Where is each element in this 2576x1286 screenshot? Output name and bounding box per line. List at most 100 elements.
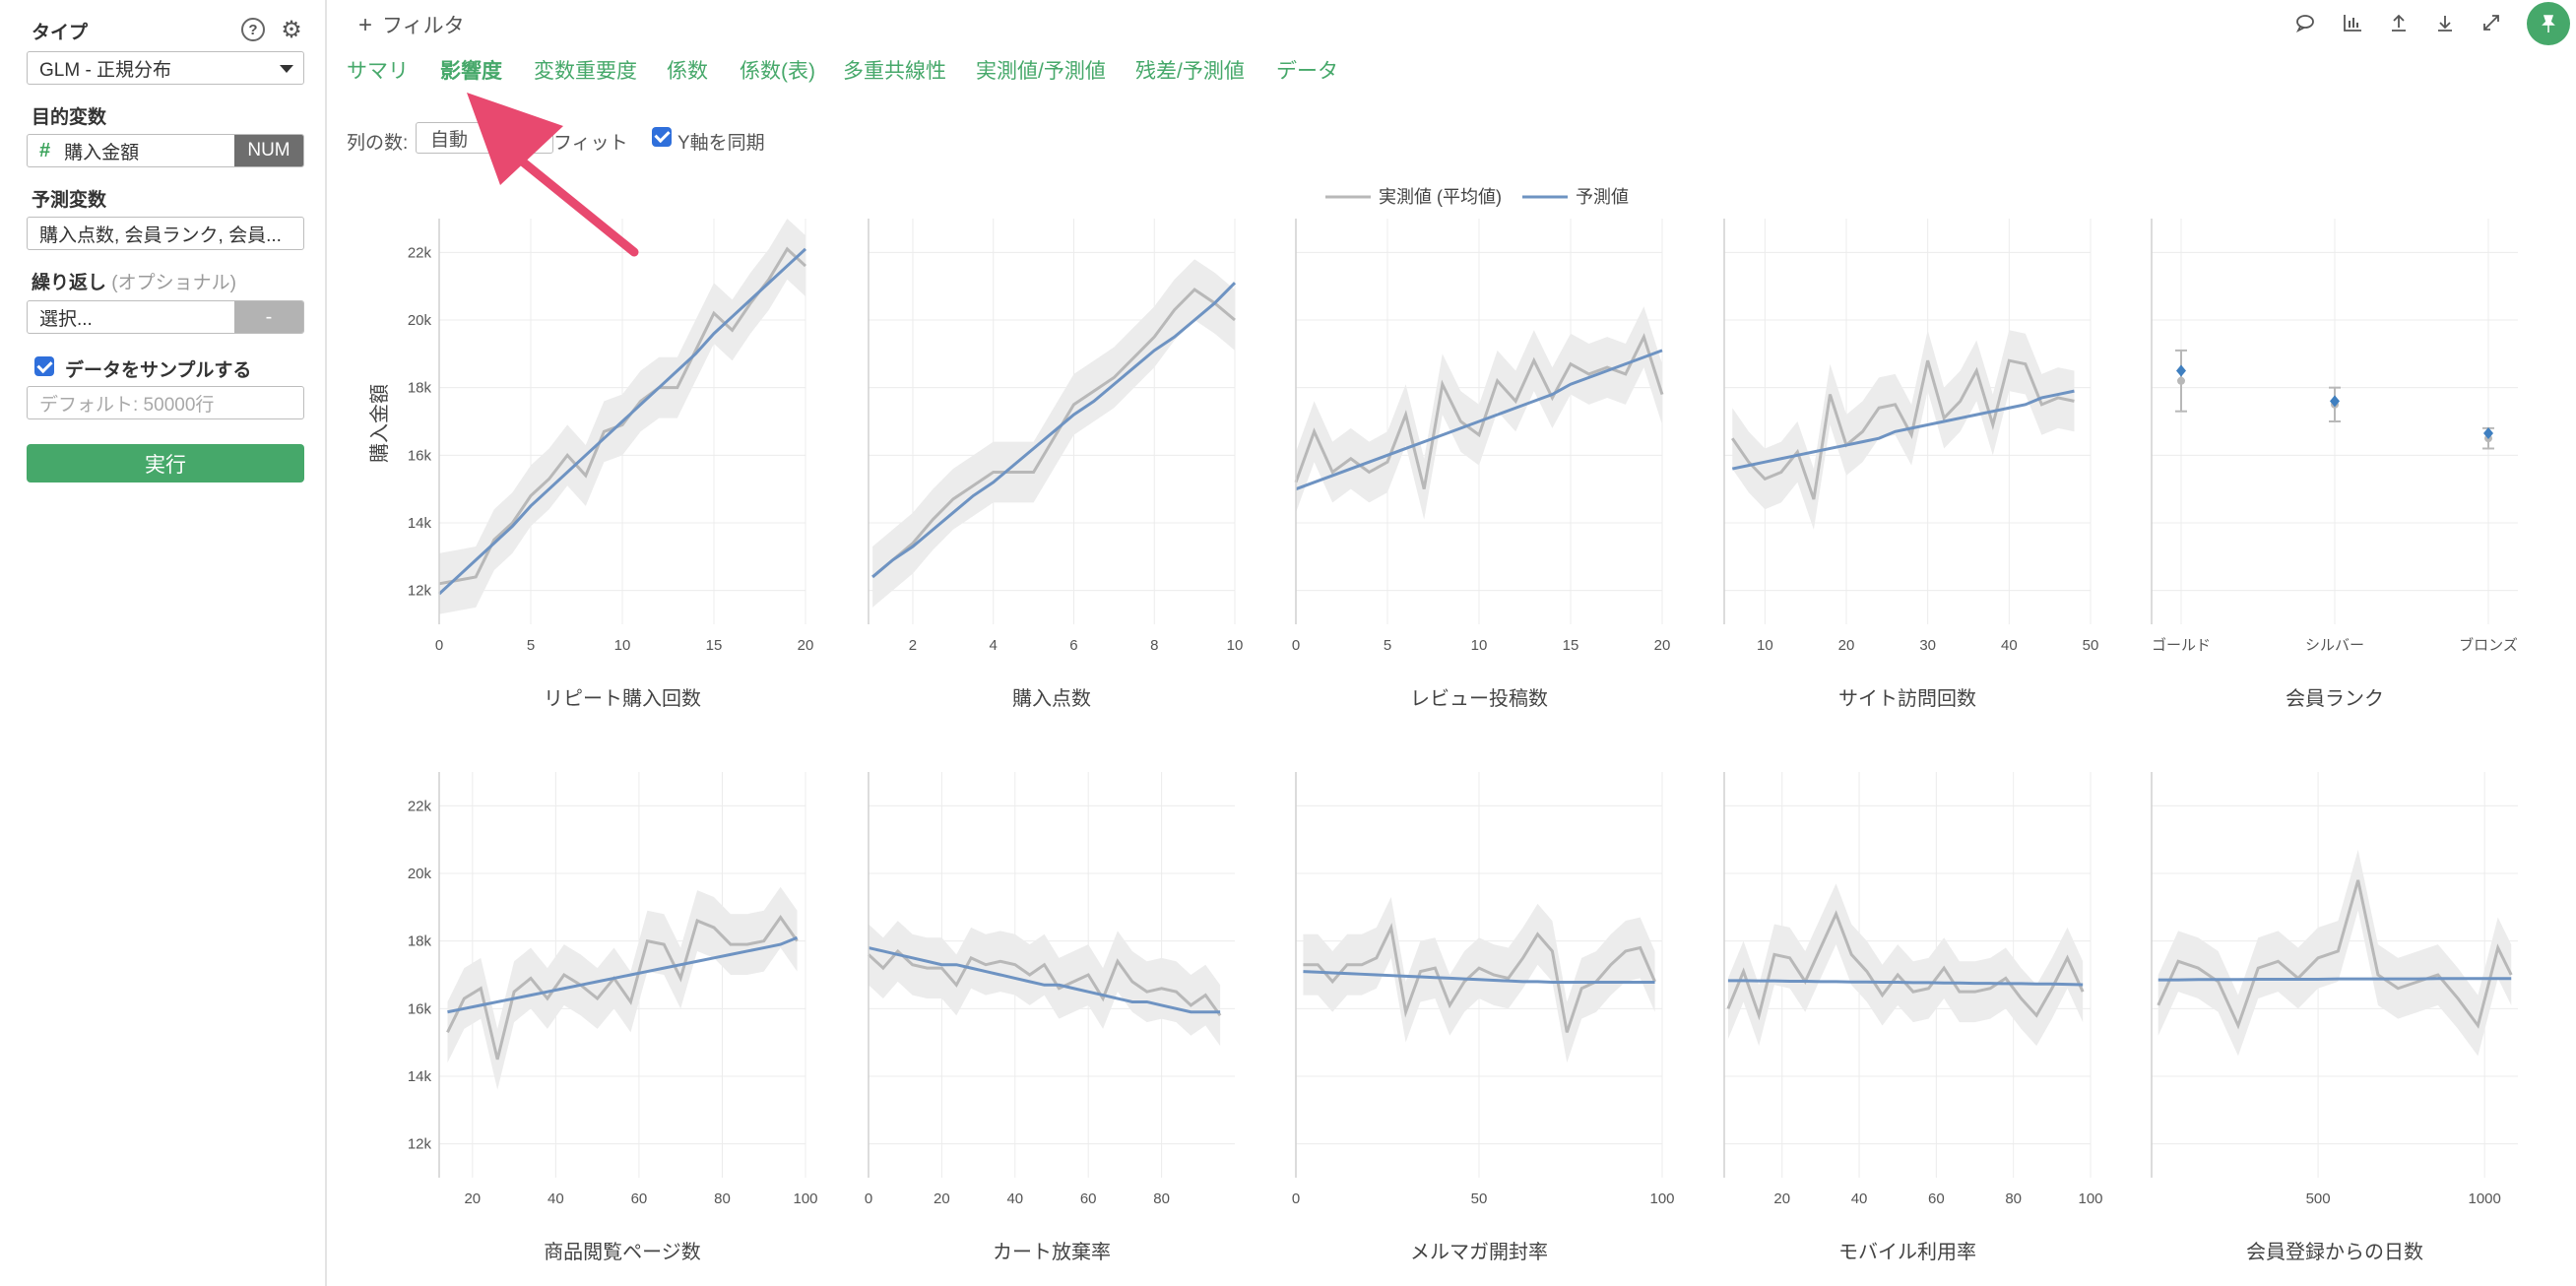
x-tick-label: 50 (2083, 637, 2099, 654)
x-tick-label: 500 (2306, 1190, 2331, 1207)
chart-panel: 10 20 30 40 50 サイト訪問回数 (1723, 219, 2099, 710)
x-tick-label: 60 (1080, 1190, 1097, 1207)
predicted-line (868, 946, 1221, 1014)
predicted-line (1731, 389, 2075, 471)
chart-panel: 12k 14k 16k 18k 20k 22k 20 40 60 80 100 商品閲覧ページ数 (408, 772, 818, 1263)
y-tick-label: 20k (408, 866, 432, 882)
x-tick-label: 4 (990, 637, 998, 654)
filter-button[interactable]: + フィルタ (358, 10, 465, 39)
x-tick-label: 20 (798, 637, 814, 654)
chart-panel: 0 50 100 メルマガ開封率 (1292, 772, 1675, 1263)
help-icon[interactable]: ? (241, 18, 265, 41)
sidebar: タイプ ? ⚙ GLM - 正規分布 目的変数 # 購入金額 NUM 予測変数 … (0, 0, 327, 1286)
x-tick-label: 2 (909, 637, 917, 654)
settings-icon[interactable]: ⚙ (281, 16, 302, 43)
x-tick-label: 0 (435, 637, 443, 654)
actual-line (867, 948, 1222, 1017)
predicted-point (2483, 427, 2493, 440)
x-tick-label: 100 (1649, 1190, 1674, 1207)
expand-icon[interactable] (2479, 10, 2504, 35)
x-tick-label: 10 (1471, 637, 1488, 654)
x-tick-label: 6 (1069, 637, 1077, 654)
upload-icon[interactable] (2386, 10, 2412, 35)
chart-icon[interactable] (2340, 10, 2365, 35)
predicted-line (1727, 979, 2084, 987)
fit-label[interactable]: フィット (553, 133, 628, 154)
tab-coefficients-table[interactable]: 係数(表) (740, 60, 815, 83)
x-tick-label: 50 (1471, 1190, 1488, 1207)
y-tick-label: 12k (408, 583, 432, 600)
x-tick-label: 40 (547, 1190, 564, 1207)
predicted-line (1295, 349, 1663, 491)
pin-icon[interactable] (2527, 2, 2570, 45)
repeat-clear-button[interactable]: - (234, 301, 303, 333)
x-tick-label: 0 (1292, 1190, 1300, 1207)
predictors-field[interactable]: 購入点数, 会員ランク, 会員... (27, 217, 304, 250)
x-tick-label: 40 (1851, 1190, 1868, 1207)
columns-label: 列の数: (347, 133, 409, 154)
y-tick-label: 20k (408, 312, 432, 329)
x-tick-label: 20 (1773, 1190, 1790, 1207)
sample-size-input[interactable]: デフォルト: 50000行 (27, 386, 304, 419)
x-tick-label: 20 (1654, 637, 1671, 654)
comment-icon[interactable] (2292, 10, 2318, 35)
y-tick-label: 12k (408, 1136, 432, 1153)
tab-data[interactable]: データ (1276, 60, 1338, 83)
predicted-line (437, 247, 807, 596)
chart-panel: 12k 14k 16k 18k 20k 22k 0 5 10 15 20 リピート購入回数 (408, 219, 814, 710)
confidence-band (439, 219, 805, 614)
x-tick-label: 100 (2078, 1190, 2102, 1207)
panel-title: リピート購入回数 (544, 687, 701, 710)
x-tick-label: 0 (865, 1190, 872, 1207)
sync-y-axis-checkbox[interactable] (652, 126, 672, 148)
x-tick-label: 40 (1006, 1190, 1023, 1207)
x-tick-label: 15 (706, 637, 723, 654)
predictors-value: 購入点数, 会員ランク, 会員... (39, 225, 282, 246)
x-tick-label: 15 (1563, 637, 1579, 654)
y-tick-label: 18k (408, 380, 432, 397)
confidence-band (869, 921, 1221, 1047)
actual-line (871, 288, 1236, 579)
target-field[interactable]: # 購入金額 NUM (27, 134, 304, 167)
y-tick-label: 22k (408, 244, 432, 261)
actual-line (1731, 358, 2075, 500)
tab-actual-vs-predicted[interactable]: 実測値/予測値 (976, 60, 1106, 83)
tab-variable-importance[interactable]: 変数重要度 (534, 60, 637, 83)
sample-size-placeholder: デフォルト: 50000行 (39, 394, 215, 416)
repeat-select-value: 選択... (39, 308, 93, 330)
repeat-select[interactable]: 選択... - (27, 300, 304, 334)
tab-summary[interactable]: サマリ (347, 60, 409, 83)
tab-influence[interactable]: 影響度 (440, 60, 502, 83)
type-select[interactable]: GLM - 正規分布 (27, 51, 304, 85)
x-tick-label: 60 (1928, 1190, 1945, 1207)
chart-panels: 12k 14k 16k 18k 20k 22k 0 5 10 15 20 リピート購入回数 2 4 6 8 10… (408, 219, 2518, 1263)
x-tick-label: 20 (934, 1190, 950, 1207)
confidence-band (1296, 306, 1662, 520)
predictors-label: 予測変数 (32, 190, 107, 211)
plus-icon: + (358, 12, 373, 38)
x-tick-label: 60 (631, 1190, 648, 1207)
tab-coefficients[interactable]: 係数 (667, 60, 708, 83)
sample-label: データをサンプルする (65, 360, 252, 381)
actual-line (2157, 879, 2513, 1030)
legend: 実測値 (平均値) 予測値 (1325, 187, 1629, 207)
download-icon[interactable] (2432, 10, 2458, 35)
chart-panel: 0 20 40 60 80 カート放棄率 (865, 772, 1235, 1263)
predicted-line (447, 935, 799, 1014)
type-label: タイプ (32, 23, 89, 43)
run-button[interactable]: 実行 (27, 444, 304, 482)
x-tick-label: 10 (1757, 637, 1773, 654)
number-type-icon: # (39, 139, 51, 161)
x-tick-label: 80 (2005, 1190, 2022, 1207)
chart-panel: 500 1000 会員登録からの日数 (2151, 772, 2518, 1263)
panel-title: サイト訪問回数 (1838, 687, 1976, 710)
x-tick-label: 20 (464, 1190, 481, 1207)
x-tick-label: 30 (1919, 637, 1936, 654)
y-tick-label: 16k (408, 1000, 432, 1017)
tab-residual-vs-predicted[interactable]: 残差/予測値 (1135, 60, 1245, 83)
tab-multicollinearity[interactable]: 多重共線性 (843, 60, 946, 83)
x-tick-label: 8 (1150, 637, 1158, 654)
sample-checkbox[interactable] (34, 356, 54, 377)
panel-title: 会員登録からの日数 (2246, 1241, 2423, 1263)
